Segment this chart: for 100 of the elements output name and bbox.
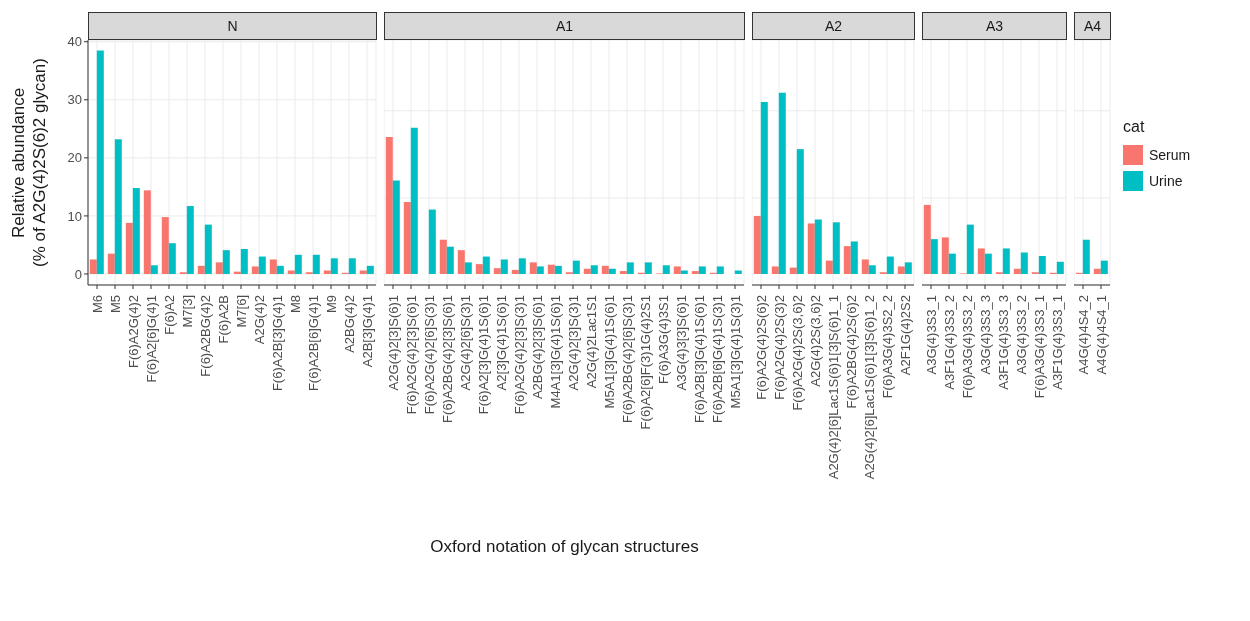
chart-title: N bbox=[88, 12, 377, 40]
x-tick-label: A2G(4)2[6]Lac1S(6)1[3]S(6)1_2 bbox=[861, 295, 877, 480]
x-tick-label: F(6)A2B[6]G(4)1S(3)1 bbox=[709, 295, 725, 423]
bar bbox=[428, 209, 436, 274]
bar bbox=[760, 102, 768, 274]
x-tick-label: F(6)A3G(4)3S2_2 bbox=[879, 295, 895, 399]
bar bbox=[698, 266, 706, 274]
bar bbox=[251, 266, 259, 274]
bar bbox=[125, 222, 133, 274]
bar bbox=[500, 259, 508, 274]
x-tick-label: A2B[3]G(4)1 bbox=[359, 295, 375, 368]
bar bbox=[186, 206, 194, 274]
x-tick-label: A2F1G(4)2S2 bbox=[897, 295, 913, 376]
bar bbox=[439, 239, 447, 274]
bar bbox=[1013, 268, 1021, 274]
x-tick-label: A2G(4)2[3]S(6)1 bbox=[385, 295, 401, 391]
bar bbox=[572, 260, 580, 274]
bar bbox=[240, 249, 248, 274]
bar bbox=[1020, 252, 1028, 274]
bar bbox=[276, 265, 284, 274]
bar bbox=[464, 262, 472, 274]
bar bbox=[536, 266, 544, 274]
bar bbox=[923, 204, 931, 274]
bar bbox=[886, 256, 894, 274]
x-tick-label: F(6)A2B[6]G(4)1 bbox=[305, 295, 321, 392]
bar bbox=[716, 266, 724, 274]
bar bbox=[348, 258, 356, 274]
legend-title: cat bbox=[1123, 117, 1146, 136]
y-tick-label: 30 bbox=[67, 92, 82, 108]
bar bbox=[966, 224, 974, 274]
x-tick-label: F(6)A2[6]G(4)1 bbox=[143, 295, 159, 383]
x-tick-label: M7[6] bbox=[233, 295, 249, 328]
bar bbox=[977, 248, 985, 274]
x-tick-label: A2G(4)2S(3,6)2 bbox=[807, 295, 823, 387]
bar bbox=[796, 149, 804, 274]
bar bbox=[410, 127, 418, 274]
x-tick-label: M9 bbox=[323, 295, 339, 314]
x-tick-label: A2BG(4)2 bbox=[341, 295, 357, 353]
x-tick-label: A2G(4)2 bbox=[251, 295, 267, 345]
bar bbox=[215, 262, 223, 274]
x-tick-label: F(6)A3G(4)3S3_1 bbox=[1031, 295, 1047, 399]
bar bbox=[897, 266, 905, 274]
x-tick-label: F(6)A2B[3]G(4)1 bbox=[269, 295, 285, 392]
bar bbox=[446, 246, 454, 274]
bar bbox=[132, 188, 140, 274]
bar bbox=[590, 265, 598, 274]
y-tick-label: 0 bbox=[74, 266, 82, 282]
x-tick-label: F(6)A2BG(4)2S(6)2 bbox=[843, 295, 859, 409]
bar bbox=[778, 92, 786, 274]
bar bbox=[904, 262, 912, 274]
bar bbox=[1038, 255, 1046, 274]
x-tick-label: A3F1G(4)3S3_2 bbox=[941, 295, 957, 390]
bar bbox=[143, 190, 151, 274]
x-tick-label: A2BG(4)2[3]S(6)1 bbox=[529, 295, 545, 400]
bar bbox=[518, 258, 526, 274]
bar bbox=[843, 246, 851, 274]
bar bbox=[197, 265, 205, 274]
x-tick-label: F(6)A2 bbox=[161, 295, 177, 335]
chart-title: A2 bbox=[752, 12, 915, 40]
bar bbox=[1100, 260, 1108, 274]
x-tick-label: F(6)A2[3]G(4)1S(6)1 bbox=[475, 295, 491, 415]
bar bbox=[832, 222, 840, 274]
x-tick-label: M5A1[3]G(4)1S(6)1 bbox=[601, 295, 617, 409]
bar bbox=[825, 260, 833, 274]
x-tick-label: A2G(4)2Lac1S1 bbox=[583, 295, 599, 389]
x-tick-label: F(6)A2G(4)2S(6)2 bbox=[753, 295, 769, 400]
x-tick-label: F(6)A2G(4)2 bbox=[125, 295, 141, 368]
bar bbox=[330, 258, 338, 274]
bar bbox=[1082, 239, 1090, 274]
bar bbox=[691, 271, 699, 274]
bar bbox=[529, 262, 537, 274]
x-tick-label: F(6)A3G(4)3S3_2 bbox=[959, 295, 975, 399]
bar bbox=[554, 265, 562, 274]
x-tick-label: A3G(4)3S3_2 bbox=[1013, 295, 1029, 375]
bar bbox=[168, 243, 176, 274]
bar bbox=[457, 250, 465, 274]
x-tick-label: F(6)A2G(4)2[3]S(3)1 bbox=[511, 295, 527, 415]
y-tick-label: 10 bbox=[67, 208, 82, 224]
x-tick-label: F(6)A2B bbox=[215, 295, 231, 344]
bar bbox=[1056, 261, 1064, 274]
bar bbox=[1002, 248, 1010, 274]
x-tick-label: M8 bbox=[287, 295, 303, 314]
bar bbox=[771, 266, 779, 274]
x-tick-label: F(6)A2BG(4)2[3]S(6)1 bbox=[439, 295, 455, 423]
bar bbox=[482, 256, 490, 274]
bar bbox=[734, 270, 742, 274]
bar bbox=[673, 266, 681, 274]
x-tick-label: A2G(4)2[6]S(3)1 bbox=[457, 295, 473, 391]
x-tick-label: M5 bbox=[107, 295, 123, 314]
chart-title: A4 bbox=[1074, 12, 1111, 40]
bar bbox=[312, 254, 320, 274]
bar bbox=[222, 250, 230, 274]
bar bbox=[850, 241, 858, 274]
x-tick-label: F(6)A2G(4)2[3]S(6)1 bbox=[403, 295, 419, 415]
x-tick-label: F(6)A2G(4)2S(3)2 bbox=[771, 295, 787, 400]
x-tick-label: F(6)A2BG(4)2 bbox=[197, 295, 213, 377]
bar bbox=[475, 264, 483, 274]
chart-title: A1 bbox=[384, 12, 745, 40]
x-tick-label: M7[3] bbox=[179, 295, 195, 328]
chart-title: A3 bbox=[922, 12, 1067, 40]
